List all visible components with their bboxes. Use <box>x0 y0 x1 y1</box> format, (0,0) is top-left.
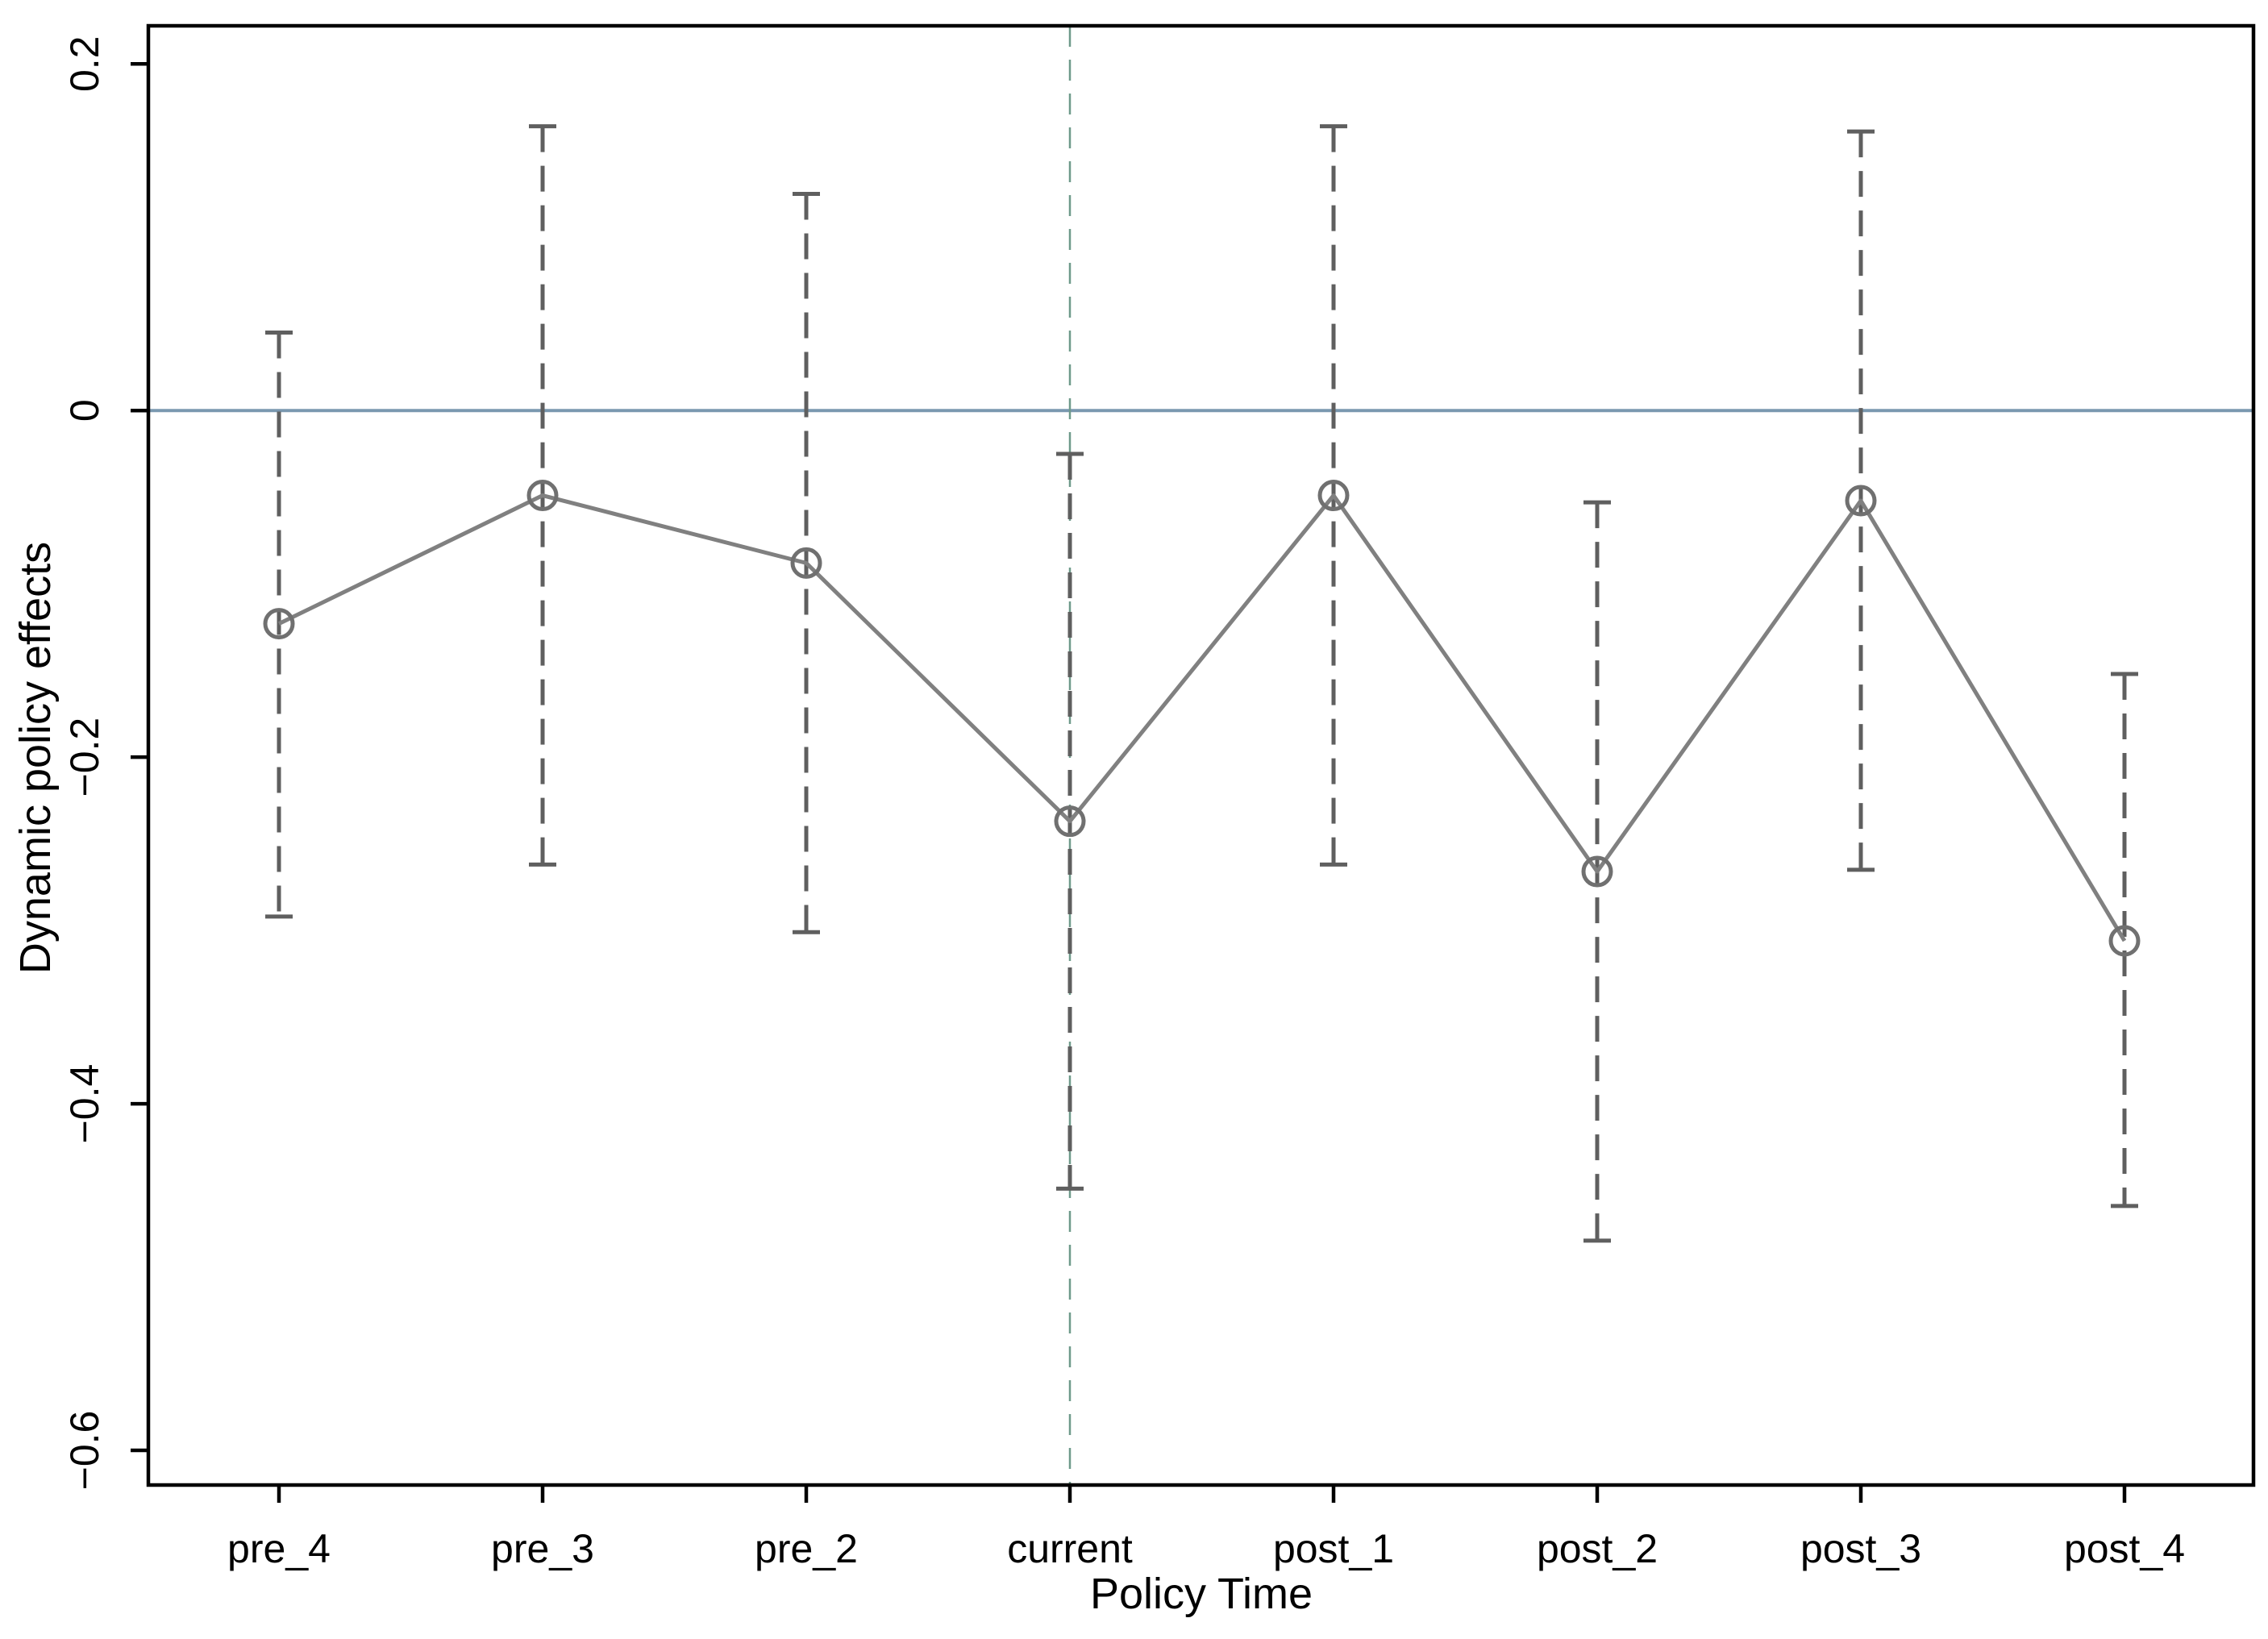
y-axis-ticks: 0.2 0 −0.2 −0.4 −0.6 <box>62 36 148 1491</box>
x-tick-label: post_1 <box>1273 1526 1394 1571</box>
data-point-current <box>1054 805 1086 838</box>
x-tick-label: current <box>1007 1526 1133 1571</box>
y-tick-label: 0.2 <box>62 36 107 93</box>
series-line-group <box>277 493 2127 942</box>
data-point-post_3 <box>1845 485 1877 517</box>
data-point-pre_2 <box>790 547 822 579</box>
y-tick-label: −0.6 <box>62 1411 107 1491</box>
data-point-post_1 <box>1317 480 1350 512</box>
x-tick-label: pre_4 <box>227 1526 331 1571</box>
x-tick-label: post_4 <box>2064 1526 2185 1571</box>
x-tick-label: post_3 <box>1800 1526 1921 1571</box>
data-points <box>263 480 2141 957</box>
x-tick-label: pre_2 <box>755 1526 858 1571</box>
y-tick-label: −0.4 <box>62 1064 107 1144</box>
x-tick-label: post_2 <box>1537 1526 1658 1571</box>
series-line <box>277 493 2127 942</box>
data-point-post_2 <box>1581 855 1613 888</box>
data-point-pre_3 <box>526 480 559 512</box>
x-axis-ticks: pre_4 pre_3 pre_2 current post_1 post_2 post_3… <box>227 1485 2185 1571</box>
y-axis-title: Dynamic policy effects <box>11 542 60 974</box>
x-axis-title: Policy Time <box>1090 1570 1313 1618</box>
y-tick-label: 0 <box>62 399 107 422</box>
data-point-pre_4 <box>263 608 295 640</box>
y-tick-label: −0.2 <box>62 718 107 797</box>
x-tick-label: pre_3 <box>491 1526 594 1571</box>
data-point-post_4 <box>2108 925 2141 957</box>
